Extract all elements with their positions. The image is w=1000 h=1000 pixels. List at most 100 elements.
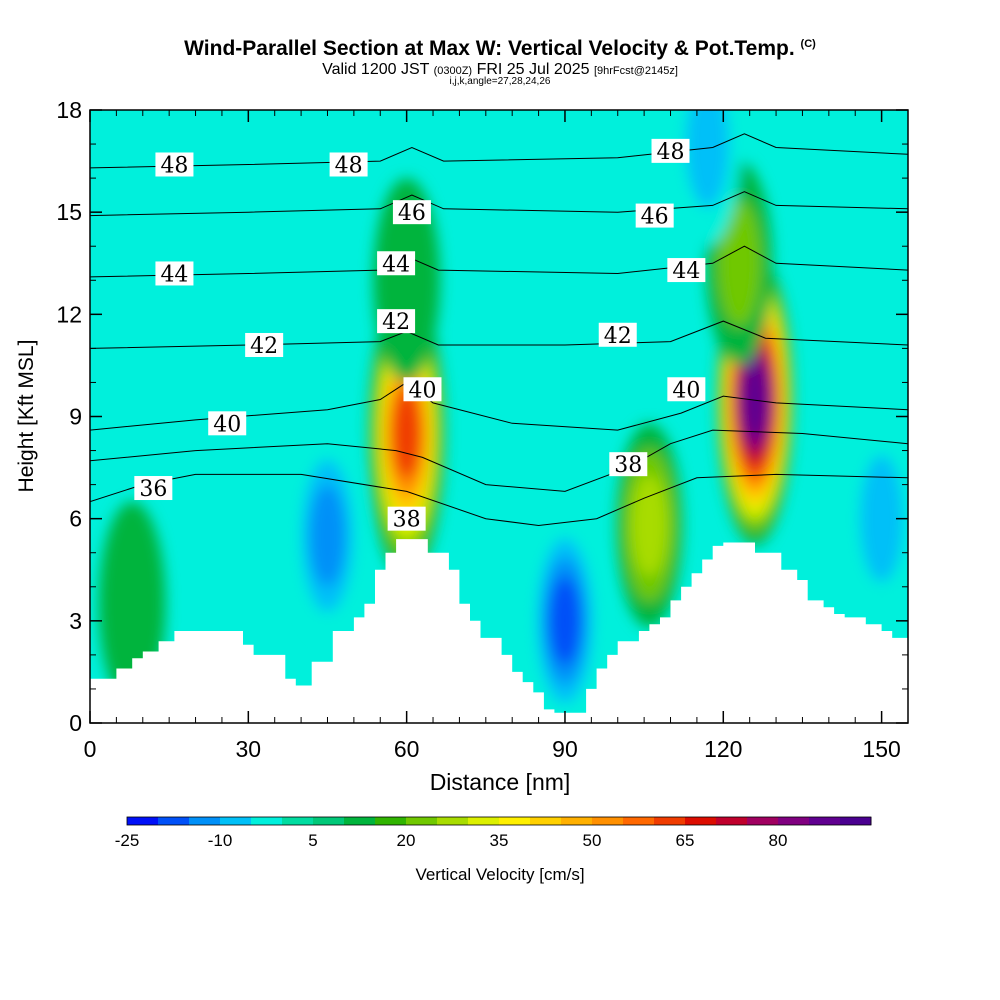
colorbar-swatch xyxy=(592,817,624,825)
isentrope-label-box xyxy=(329,152,368,177)
isentrope-line-36 xyxy=(90,473,908,527)
isentrope-line-46 xyxy=(90,191,908,217)
velocity-cell-4 xyxy=(631,474,668,577)
valid-utc: (0300Z) xyxy=(433,65,473,77)
isentrope-label-box xyxy=(377,309,416,334)
isentrope-label-text: 36 xyxy=(139,477,167,502)
y-tick-label: 6 xyxy=(69,506,82,532)
isentrope-label-box xyxy=(155,261,194,286)
isentrope-label-text: 42 xyxy=(604,324,632,349)
colorbar-tick-label: 50 xyxy=(583,831,602,850)
isentrope-label: 38 xyxy=(387,506,426,533)
isentrope-label-text: 42 xyxy=(382,310,410,335)
isentropes xyxy=(90,133,908,527)
x-tick-label: 0 xyxy=(84,736,97,762)
x-tick-label: 30 xyxy=(236,736,262,762)
isentrope-labels: 36 38 38 40 40 40 42 42 42 44 44 44 46 46 48 48 48 xyxy=(134,138,706,533)
colorbar-swatch xyxy=(220,817,252,825)
isentrope-label-text: 40 xyxy=(213,412,241,437)
isentrope-label: 42 xyxy=(377,309,416,335)
colorbar-tick-label: 35 xyxy=(490,831,509,850)
isentrope-label-box xyxy=(667,258,706,283)
isentrope-label-text: 38 xyxy=(393,508,421,533)
colorbar-frame xyxy=(126,816,872,826)
colorbar-swatch xyxy=(685,817,717,825)
isentrope-label: 40 xyxy=(667,377,706,403)
isentrope-label: 44 xyxy=(667,258,706,284)
colorbar-swatch xyxy=(251,817,283,825)
isentrope-label-box xyxy=(155,152,194,177)
y-axis-label: Height [Kft MSL] xyxy=(15,340,38,493)
copyright-mark: (C) xyxy=(800,38,816,50)
isentrope-label-text: 42 xyxy=(250,334,278,359)
isentrope-label-text: 46 xyxy=(398,201,426,226)
isentrope-label-text: 48 xyxy=(335,153,363,178)
isentrope-label-box xyxy=(667,377,706,402)
y-tick-label: 0 xyxy=(69,710,82,736)
y-tick-label: 3 xyxy=(69,608,82,634)
isentrope-label: 42 xyxy=(245,332,284,359)
colorbar-swatch xyxy=(158,817,190,825)
colorbar-swatch xyxy=(313,817,345,825)
isentrope-label-box xyxy=(598,322,637,347)
velocity-cell-5 xyxy=(110,540,154,668)
isentrope-label-text: 44 xyxy=(160,262,188,287)
isentrope-label-box xyxy=(387,506,426,531)
colorbar-swatch xyxy=(654,817,686,825)
isentrope-label-text: 48 xyxy=(160,153,188,178)
isentrope-label: 38 xyxy=(609,452,648,478)
colorbar-tick-label: 80 xyxy=(769,831,788,850)
colorbar: -25 -10 5 20 35 50 65 80 xyxy=(115,816,872,850)
colorbar-swatch xyxy=(840,817,872,825)
colorbar-tick-label: -25 xyxy=(115,831,140,850)
velocity-cell-0 xyxy=(391,388,422,479)
valid-date: FRI 25 Jul 2025 xyxy=(476,61,590,78)
isentrope-label-text: 44 xyxy=(672,259,700,284)
x-tick-label: 60 xyxy=(394,736,420,762)
isentrope-label-box xyxy=(635,203,674,228)
colorbar-swatch xyxy=(375,817,407,825)
isentrope-label: 44 xyxy=(155,261,194,287)
y-tick-label: 18 xyxy=(56,97,82,123)
isentrope-label-text: 48 xyxy=(657,140,685,165)
valid-time: Valid 1200 JST xyxy=(322,61,430,78)
colorbar-tick-label: -10 xyxy=(208,831,233,850)
isentrope-label-box xyxy=(651,138,690,163)
chart-subtitle: Valid 1200 JST (0300Z) FRI 25 Jul 2025 [… xyxy=(0,61,1000,79)
isentrope-label: 48 xyxy=(155,152,194,178)
velocity-cell-6 xyxy=(309,485,346,587)
isentrope-line-38 xyxy=(90,429,908,492)
colorbar-swatch xyxy=(530,817,562,825)
velocity-cell-7 xyxy=(549,576,581,666)
isentrope-label-box xyxy=(392,200,431,225)
x-axis-label: Distance [nm] xyxy=(430,769,571,795)
terrain xyxy=(90,539,908,723)
isentrope-label: 42 xyxy=(598,322,637,349)
colorbar-tick-label: 65 xyxy=(676,831,695,850)
colorbar-swatch xyxy=(561,817,593,825)
isentrope-label: 40 xyxy=(403,377,442,403)
velocity-cell-3 xyxy=(717,199,761,327)
colorbar-swatch xyxy=(499,817,531,825)
x-tick-label: 120 xyxy=(704,736,742,762)
isentrope-label-box xyxy=(245,332,284,357)
section-indices: i,j,k,angle=27,28,24,26 xyxy=(449,76,551,87)
forecast-info: [9hrFcst@2145z] xyxy=(593,65,678,77)
colorbar-label: Vertical Velocity [cm/s] xyxy=(415,865,584,884)
colorbar-tick-label: 5 xyxy=(308,831,317,850)
chart-title: Wind-Parallel Section at Max W: Vertical… xyxy=(0,37,1000,61)
title-text: Wind-Parallel Section at Max W: Vertical… xyxy=(184,37,795,60)
colorbar-tick-label: 20 xyxy=(397,831,416,850)
isentrope-label-box xyxy=(377,251,416,276)
velocity-cell-2 xyxy=(741,361,769,438)
velocity-cell-8 xyxy=(685,110,730,208)
isentrope-label: 46 xyxy=(635,203,674,230)
colorbar-swatch xyxy=(716,817,748,825)
isentrope-label-text: 40 xyxy=(408,378,436,403)
y-tick-label: 9 xyxy=(69,404,82,430)
isentrope-label-box xyxy=(208,411,247,436)
isentrope-line-40 xyxy=(90,381,908,431)
isentrope-label-box xyxy=(403,377,442,402)
